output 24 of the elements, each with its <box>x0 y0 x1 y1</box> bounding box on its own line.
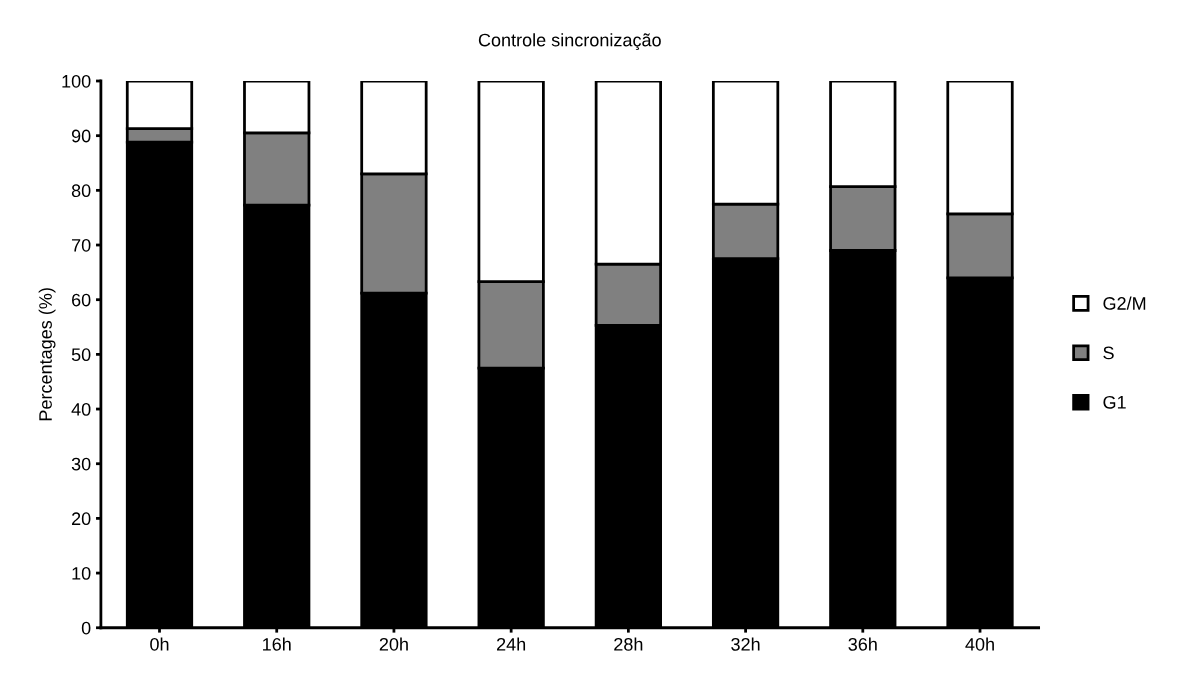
y-tick-label: 90 <box>71 129 91 143</box>
y-tick-label: 40 <box>71 402 91 416</box>
x-tick-label: 0h <box>150 637 169 651</box>
legend-label: S <box>1103 346 1114 360</box>
chart-title: Controle sincronização <box>478 33 661 51</box>
y-tick-label: 10 <box>72 567 91 580</box>
y-tick-label: 60 <box>72 293 91 307</box>
x-tick-label: 36h <box>848 637 877 651</box>
y-tick-label: 80 <box>71 184 91 198</box>
y-tick-label: 30 <box>71 457 91 471</box>
y-axis-title: Percentages (%) <box>38 288 56 421</box>
y-tick-label: 0 <box>81 621 91 635</box>
x-tick-label: 24h <box>497 637 526 651</box>
y-tick-label: 100 <box>62 74 91 88</box>
legend-label: G1 <box>1103 395 1126 409</box>
x-tick-label: 32h <box>731 637 760 651</box>
x-tick-label: 28h <box>614 637 643 651</box>
x-tick-label: 16h <box>263 637 291 651</box>
legend-label: G2/M <box>1103 296 1146 310</box>
y-tick-label: 70 <box>72 238 91 252</box>
x-tick-label: 40h <box>965 637 994 651</box>
x-tick-label: 20h <box>379 637 408 651</box>
y-tick-label: 20 <box>72 512 91 526</box>
y-tick-label: 50 <box>71 348 91 362</box>
